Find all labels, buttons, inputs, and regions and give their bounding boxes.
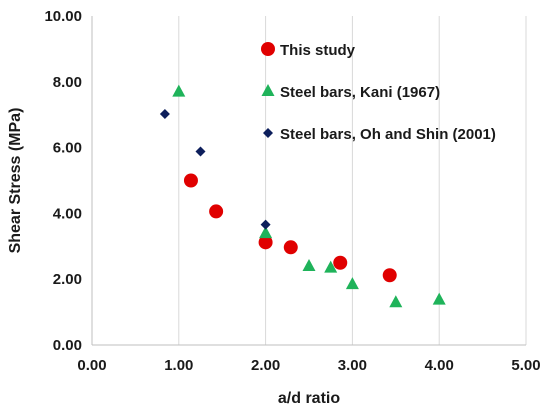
data-point-diamond [159, 109, 170, 120]
y-tick-label: 4.00 [53, 205, 82, 222]
y-tick-label: 8.00 [53, 74, 82, 91]
x-tick-label: 4.00 [425, 357, 454, 374]
data-point-diamond [260, 219, 271, 230]
data-point-circle [283, 240, 298, 255]
data-point-circle [258, 235, 273, 250]
x-tick-label: 0.00 [77, 357, 106, 374]
data-point-triangle [345, 277, 359, 290]
legend-label: Steel bars, Kani (1967) [280, 84, 440, 101]
y-tick-label: 10.00 [44, 8, 82, 25]
x-tick-label: 1.00 [164, 357, 193, 374]
data-point-triangle [172, 84, 186, 97]
y-tick-label: 6.00 [53, 140, 82, 157]
gridlines [178, 16, 527, 345]
legend: This study Steel bars, Kani (1967) Steel b… [261, 42, 496, 143]
data-point-diamond [195, 146, 206, 157]
data-point-triangle [324, 260, 338, 273]
data-point-circle [333, 255, 348, 270]
data-point-circle [209, 204, 224, 219]
x-tick-label: 5.00 [511, 357, 540, 374]
x-axis-label: a/d ratio [278, 390, 340, 407]
tick-labels: 0.00 1.00 2.00 3.00 4.00 5.00 0.00 2.00 4.00 6.00… [44, 8, 540, 374]
data-point-circle [382, 268, 397, 283]
x-tick-label: 2.00 [251, 357, 280, 374]
data-point-circle [183, 173, 198, 188]
y-axis-label: Shear Stress (MPa) [7, 108, 24, 254]
data-points [159, 84, 446, 308]
y-tick-label: 0.00 [53, 337, 82, 354]
axes [91, 16, 526, 346]
x-tick-label: 3.00 [338, 357, 367, 374]
data-point-triangle [259, 226, 273, 239]
data-point-triangle [432, 292, 446, 305]
legend-marker-triangle [261, 84, 275, 96]
y-tick-label: 2.00 [53, 271, 82, 288]
legend-marker-circle [261, 42, 275, 56]
data-point-triangle [302, 259, 316, 272]
data-point-triangle [389, 295, 403, 308]
legend-label: Steel bars, Oh and Shin (2001) [280, 126, 496, 143]
legend-label: This study [280, 42, 356, 59]
legend-marker-diamond [263, 128, 273, 138]
